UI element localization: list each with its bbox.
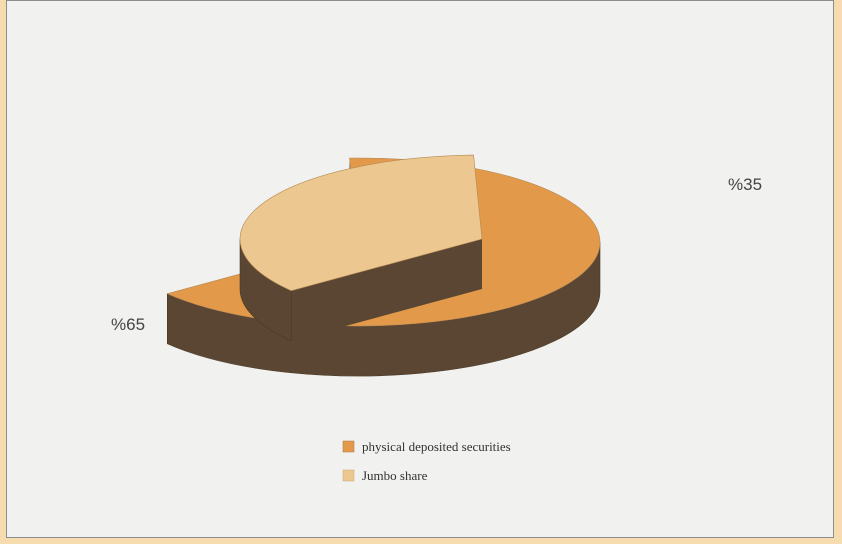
slice-label-physical-deposited-securities: %65: [111, 315, 145, 334]
slice-cut-face-jumbo-share-1: [291, 239, 482, 341]
legend-label-jumbo-share: Jumbo share: [362, 468, 428, 483]
slice-top-jumbo-share: [239, 154, 483, 292]
legend-swatch-jumbo-share: [342, 469, 355, 482]
legend-swatch-physical-deposited-securities: [342, 440, 355, 453]
legend: physical deposited securities Jumbo shar…: [342, 439, 511, 483]
legend-label-physical-deposited-securities: physical deposited securities: [362, 439, 511, 454]
pie-slices: [166, 154, 601, 377]
pie-slice-jumbo-share: [239, 154, 483, 342]
slice-label-jumbo-share: %35: [728, 175, 762, 194]
